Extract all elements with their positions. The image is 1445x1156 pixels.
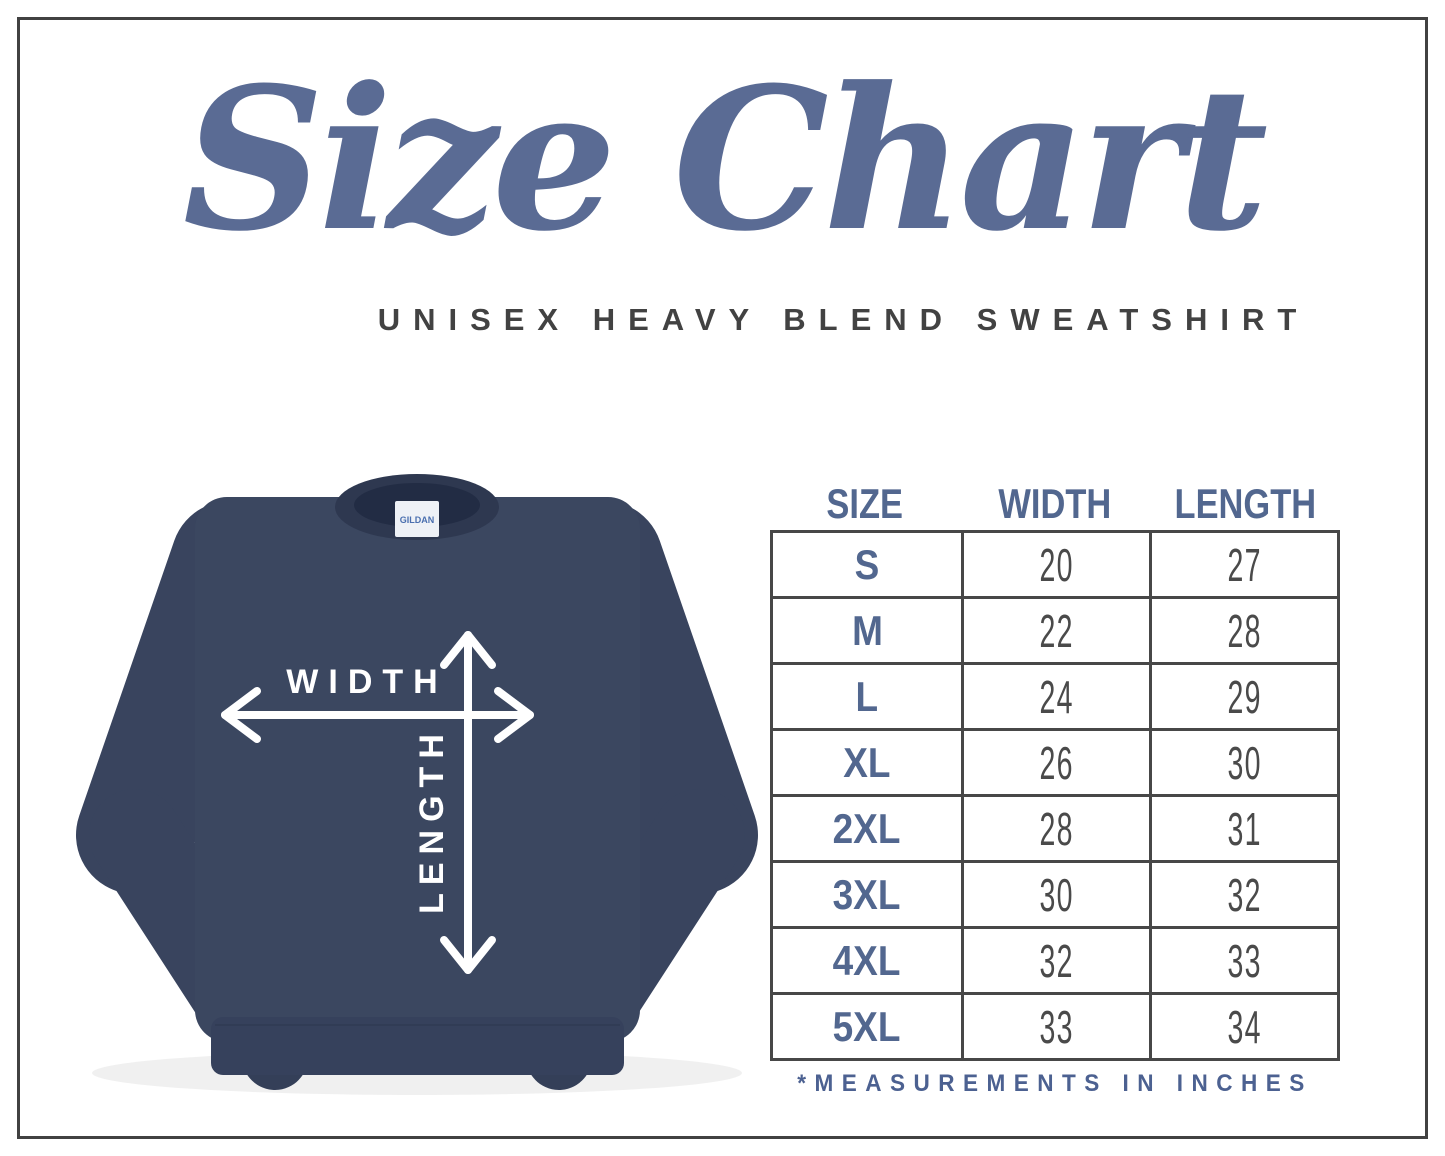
- size-table-header: SIZE WIDTH LENGTH: [770, 480, 1340, 527]
- table-row: L 24 29: [773, 665, 1337, 731]
- size-cell-value: XL: [843, 738, 891, 786]
- size-table: SIZE WIDTH LENGTH S 20 27 M 22 28 L 24 29 XL 26 30 2…: [770, 480, 1340, 1098]
- width-cell: 30: [961, 863, 1149, 926]
- length-cell: 34: [1149, 995, 1337, 1058]
- length-cell: 28: [1149, 599, 1337, 662]
- table-row: S 20 27: [773, 533, 1337, 599]
- size-cell: L: [773, 665, 961, 728]
- table-row: 3XL 30 32: [773, 863, 1337, 929]
- table-row: M 22 28: [773, 599, 1337, 665]
- table-row: 5XL 33 34: [773, 995, 1337, 1058]
- size-cell-value: M: [851, 606, 883, 654]
- sweatshirt-hem: [211, 1017, 624, 1075]
- width-arrow-label: WIDTH: [286, 663, 447, 701]
- width-cell-value: 20: [1039, 538, 1074, 591]
- size-cell-value: 5XL: [833, 1002, 901, 1050]
- size-table-body: S 20 27 M 22 28 L 24 29 XL 26 30 2XL 28 31 3XL 30 32 4XL 32…: [770, 530, 1340, 1061]
- length-cell: 27: [1149, 533, 1337, 596]
- table-row: 2XL 28 31: [773, 797, 1337, 863]
- sweatshirt-photo: GILDAN WIDTH LENGTH: [76, 474, 758, 1095]
- width-cell-value: 28: [1039, 802, 1074, 855]
- size-cell-value: 2XL: [833, 804, 901, 852]
- width-cell: 26: [961, 731, 1149, 794]
- page-subtitle: UNISEX HEAVY BLEND SWEATSHIRT: [377, 302, 1310, 337]
- length-cell: 33: [1149, 929, 1337, 992]
- size-cell: XL: [773, 731, 961, 794]
- header-width: WIDTH: [998, 480, 1112, 527]
- size-cell: S: [773, 533, 961, 596]
- brand-tag: [395, 501, 439, 537]
- page-title: Size Chart: [182, 45, 1269, 275]
- width-arrow: [221, 687, 534, 743]
- brand-tag-label: GILDAN: [400, 515, 435, 525]
- width-cell-value: 22: [1039, 604, 1074, 657]
- length-cell: 32: [1149, 863, 1337, 926]
- width-cell-value: 33: [1039, 1000, 1074, 1053]
- width-cell-value: 26: [1039, 736, 1074, 789]
- length-cell-value: 31: [1227, 802, 1262, 855]
- size-cell: 2XL: [773, 797, 961, 860]
- size-cell: M: [773, 599, 961, 662]
- width-cell: 33: [961, 995, 1149, 1058]
- length-arrow-label: LENGTH: [413, 726, 451, 914]
- length-cell-value: 29: [1227, 670, 1262, 723]
- width-cell: 24: [961, 665, 1149, 728]
- length-cell: 30: [1149, 731, 1337, 794]
- table-row: XL 26 30: [773, 731, 1337, 797]
- width-cell-value: 24: [1039, 670, 1074, 723]
- table-row: 4XL 32 33: [773, 929, 1337, 995]
- header-size: SIZE: [826, 480, 904, 527]
- size-cell-value: 4XL: [833, 936, 901, 984]
- length-cell-value: 30: [1227, 736, 1262, 789]
- length-cell-value: 27: [1227, 538, 1262, 591]
- length-cell-value: 34: [1227, 1000, 1262, 1053]
- width-cell: 22: [961, 599, 1149, 662]
- header-length: LENGTH: [1174, 480, 1316, 527]
- size-cell-value: L: [855, 672, 879, 720]
- length-arrow: [440, 631, 496, 974]
- length-cell: 31: [1149, 797, 1337, 860]
- length-cell: 29: [1149, 665, 1337, 728]
- size-cell-value: 3XL: [833, 870, 901, 918]
- width-cell: 32: [961, 929, 1149, 992]
- size-cell: 4XL: [773, 929, 961, 992]
- sweatshirt-body: [195, 497, 640, 1042]
- measurements-footnote: *MEASUREMENTS IN INCHES: [797, 1070, 1313, 1097]
- size-cell-value: S: [854, 540, 880, 588]
- length-cell-value: 32: [1227, 868, 1262, 921]
- size-cell: 3XL: [773, 863, 961, 926]
- size-cell: 5XL: [773, 995, 961, 1058]
- length-cell-value: 33: [1227, 934, 1262, 987]
- width-cell: 20: [961, 533, 1149, 596]
- width-cell-value: 30: [1039, 868, 1074, 921]
- length-cell-value: 28: [1227, 604, 1262, 657]
- width-cell-value: 32: [1039, 934, 1074, 987]
- width-cell: 28: [961, 797, 1149, 860]
